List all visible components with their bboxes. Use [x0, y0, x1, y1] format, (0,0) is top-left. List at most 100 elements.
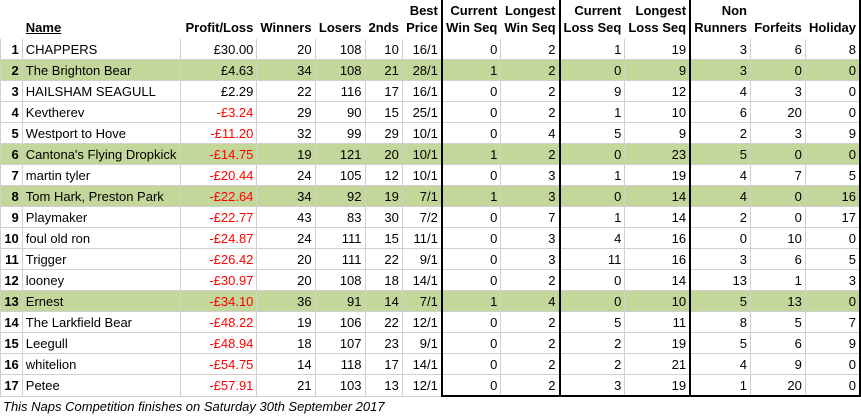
name-cell: Ernest [21, 290, 181, 312]
non-runners-cell: 5 [689, 143, 752, 165]
holiday-cell: 5 [804, 248, 861, 270]
position-cell: 4 [0, 101, 23, 123]
header-row-1: Best Current Longest Current Longest Non [0, 0, 861, 20]
profit-loss-cell: -£34.10 [179, 290, 258, 312]
profit-loss-cell: -£22.77 [179, 206, 258, 228]
table-row: 2 The Brighton Bear £4.63 34 108 21 28/1 1 2 0 9 3 0… [0, 59, 861, 81]
standings-table: Best Current Longest Current Longest Non Name P… [0, 0, 861, 397]
best-price-cell: 28/1 [401, 59, 443, 81]
position-cell: 12 [0, 269, 23, 291]
best-price-cell: 9/1 [401, 248, 443, 270]
seconds-cell: 30 [364, 206, 403, 228]
losers-cell: 99 [314, 122, 366, 144]
longest-loss-seq-cell: 19 [624, 332, 691, 354]
profit-loss-cell: -£26.42 [179, 248, 258, 270]
longest-loss-seq-cell: 19 [624, 164, 691, 186]
profit-loss-cell: -£48.94 [179, 332, 258, 354]
header-forfeits [750, 0, 806, 20]
table-row: 17 Petee -£57.91 21 103 13 12/1 0 2 3 19 1 20 0 [0, 374, 861, 397]
longest-loss-seq-cell: 14 [624, 206, 691, 228]
holiday-cell: 0 [804, 101, 861, 123]
holiday-cell: 0 [804, 80, 861, 102]
winners-cell: 20 [256, 248, 316, 270]
seconds-cell: 17 [364, 353, 403, 375]
current-loss-seq-cell: 5 [558, 122, 626, 144]
current-win-seq-cell: 0 [440, 353, 502, 375]
winners-cell: 19 [256, 143, 316, 165]
holiday-cell: 0 [804, 143, 861, 165]
non-runners-cell: 8 [689, 311, 752, 333]
header-corner [0, 19, 23, 39]
name-cell: whitelion [21, 353, 181, 375]
best-price-cell: 12/1 [401, 311, 443, 333]
winners-cell: 14 [256, 353, 316, 375]
forfeits-cell: 6 [750, 332, 806, 354]
profit-loss-cell: £30.00 [179, 38, 258, 60]
longest-win-seq-cell: 4 [500, 122, 561, 144]
best-price-cell: 25/1 [401, 101, 443, 123]
position-cell: 11 [0, 248, 23, 270]
forfeits-cell: 5 [750, 311, 806, 333]
header-row-2: Name Profit/Loss Winners Losers 2nds Price Win… [0, 19, 861, 39]
current-win-seq-cell: 0 [440, 122, 502, 144]
current-win-seq-cell: 0 [440, 80, 502, 102]
longest-win-seq-cell: 3 [500, 227, 561, 249]
name-cell: Westport to Hove [21, 122, 181, 144]
non-runners-cell: 5 [689, 332, 752, 354]
header-name [21, 0, 181, 20]
current-win-seq-cell: 0 [440, 38, 502, 60]
header-profit-loss: Profit/Loss [179, 19, 258, 39]
holiday-cell: 17 [804, 206, 861, 228]
name-cell: The Larkfield Bear [21, 311, 181, 333]
best-price-cell: 16/1 [401, 80, 443, 102]
header-longest-win-seq: Longest [500, 0, 561, 20]
seconds-cell: 23 [364, 332, 403, 354]
seconds-cell: 15 [364, 101, 403, 123]
seconds-cell: 18 [364, 269, 403, 291]
longest-win-seq-cell: 2 [500, 332, 561, 354]
non-runners-cell: 2 [689, 206, 752, 228]
position-cell: 16 [0, 353, 23, 375]
header-longest-loss-seq: Longest [624, 0, 691, 20]
forfeits-cell: 0 [750, 59, 806, 81]
forfeits-cell: 1 [750, 269, 806, 291]
header-current-loss-seq: Loss Seq [558, 19, 626, 39]
profit-loss-cell: -£30.97 [179, 269, 258, 291]
table-row: 1 CHAPPERS £30.00 20 108 10 16/1 0 2 1 19 3 6 8 [0, 38, 861, 60]
position-cell: 5 [0, 122, 23, 144]
table-row: 7 martin tyler -£20.44 24 105 12 10/1 0 3 1 19 4 7 5 [0, 164, 861, 186]
current-win-seq-cell: 0 [440, 311, 502, 333]
best-price-cell: 9/1 [401, 332, 443, 354]
holiday-cell: 0 [804, 353, 861, 375]
non-runners-cell: 3 [689, 248, 752, 270]
losers-cell: 103 [314, 374, 366, 397]
holiday-cell: 7 [804, 311, 861, 333]
losers-cell: 91 [314, 290, 366, 312]
forfeits-cell: 9 [750, 353, 806, 375]
longest-win-seq-cell: 2 [500, 59, 561, 81]
longest-win-seq-cell: 2 [500, 143, 561, 165]
non-runners-cell: 5 [689, 290, 752, 312]
name-cell: Petee [21, 374, 181, 397]
non-runners-cell: 6 [689, 101, 752, 123]
best-price-cell: 7/2 [401, 206, 443, 228]
header-winners [256, 0, 316, 20]
profit-loss-cell: £2.29 [179, 80, 258, 102]
seconds-cell: 22 [364, 311, 403, 333]
current-loss-seq-cell: 2 [558, 332, 626, 354]
profit-loss-cell: -£20.44 [179, 164, 258, 186]
longest-loss-seq-cell: 10 [624, 101, 691, 123]
forfeits-cell: 10 [750, 227, 806, 249]
current-win-seq-cell: 1 [440, 185, 502, 207]
position-cell: 14 [0, 311, 23, 333]
forfeits-cell: 0 [750, 206, 806, 228]
forfeits-cell: 0 [750, 185, 806, 207]
profit-loss-cell: -£3.24 [179, 101, 258, 123]
current-win-seq-cell: 0 [440, 248, 502, 270]
non-runners-cell: 0 [689, 227, 752, 249]
forfeits-cell: 20 [750, 374, 806, 397]
position-cell: 10 [0, 227, 23, 249]
profit-loss-cell: -£22.64 [179, 185, 258, 207]
forfeits-cell: 20 [750, 101, 806, 123]
